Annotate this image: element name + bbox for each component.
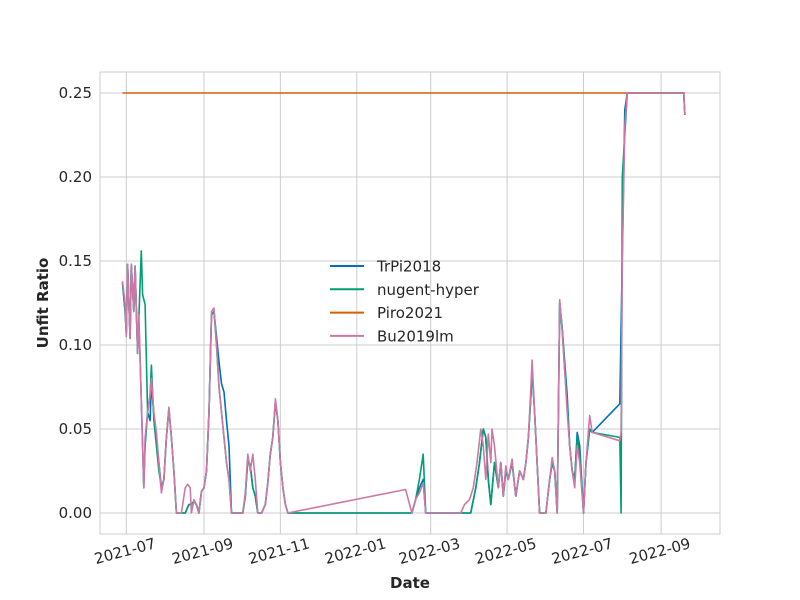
x-tick-label: 2022-09	[627, 534, 692, 568]
y-tick-label: 0.15	[59, 252, 92, 270]
y-tick-label: 0.10	[59, 336, 92, 354]
series-line-bu2019lm	[121, 92, 686, 514]
x-tick-label: 2021-09	[170, 534, 235, 568]
legend: TrPi2018 nugent-hyper Piro2021 Bu2019lm	[330, 258, 480, 345]
y-axis-title: Unfit Ratio	[34, 258, 52, 349]
y-tick-label: 0.00	[59, 504, 92, 522]
legend-label: Bu2019lm	[377, 327, 454, 345]
x-tick-label: 2022-03	[397, 534, 462, 568]
x-tick-labels: 2021-07 2021-09 2021-11 2022-01 2022-03 2022-…	[92, 534, 692, 568]
x-tick-label: 2022-07	[550, 534, 615, 568]
x-tick-label: 2022-05	[473, 534, 538, 568]
y-tick-label: 0.20	[59, 168, 92, 186]
x-tick-label: 2022-01	[323, 534, 388, 568]
x-axis-title: Date	[390, 574, 430, 592]
series-layer	[121, 92, 686, 514]
plot-frame	[99, 71, 721, 535]
y-tick-label: 0.25	[59, 84, 92, 102]
legend-label: TrPi2018	[376, 258, 441, 276]
x-tick-label: 2021-07	[92, 534, 157, 568]
x-tick-label: 2021-11	[246, 534, 311, 568]
plot-area	[100, 72, 720, 534]
legend-label: nugent-hyper	[377, 281, 480, 299]
y-tick-label: 0.05	[59, 420, 92, 438]
legend-label: Piro2021	[377, 304, 443, 322]
y-tick-labels: 0.00 0.05 0.10 0.15 0.20 0.25	[59, 84, 92, 522]
